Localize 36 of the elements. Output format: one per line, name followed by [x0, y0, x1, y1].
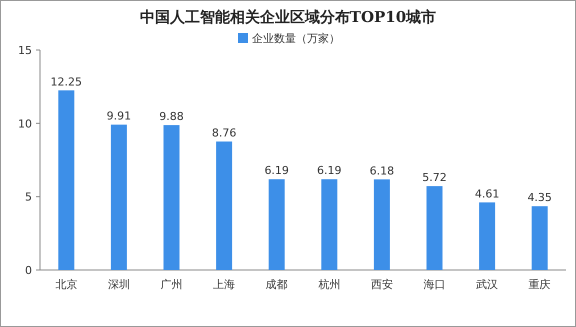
x-tick-label: 杭州 — [317, 278, 340, 291]
bar — [58, 90, 74, 270]
y-tick-label: 0 — [25, 264, 32, 277]
x-tick-label: 重庆 — [528, 278, 551, 291]
bar — [110, 124, 127, 270]
x-tick-label: 武汉 — [476, 278, 498, 291]
bar — [216, 142, 232, 270]
x-tick-label: 海口 — [424, 278, 446, 291]
data-label: 5.72 — [422, 171, 447, 184]
data-label: 9.91 — [106, 110, 132, 123]
x-tick-label: 上海 — [213, 278, 236, 291]
bar — [374, 179, 390, 270]
y-tick-label: 5 — [25, 190, 32, 204]
data-label: 6.19 — [264, 164, 289, 178]
data-label: 6.19 — [317, 164, 342, 178]
x-tick-label: 成都 — [266, 278, 288, 291]
x-tick-label: 西安 — [370, 278, 393, 291]
chart-title: 中国人工智能相关企业区域分布TOP10城市 — [140, 8, 436, 26]
x-tick-label: 北京 — [55, 278, 78, 291]
bar — [426, 186, 442, 270]
data-label: 4.35 — [527, 191, 552, 204]
x-tick-label: 广州 — [160, 278, 182, 291]
legend-label: 企业数量（万家） — [252, 32, 340, 45]
bar — [532, 206, 548, 270]
data-label: 12.25 — [50, 75, 82, 88]
bar — [479, 202, 496, 270]
bar — [321, 179, 338, 270]
data-label: 4.61 — [474, 187, 500, 200]
y-tick-label: 15 — [18, 44, 32, 57]
x-tick-label: 深圳 — [108, 278, 130, 291]
bar — [268, 179, 285, 270]
data-label: 9.88 — [159, 110, 184, 124]
data-label: 6.18 — [370, 164, 394, 178]
data-label: 8.76 — [212, 126, 236, 140]
bar — [164, 125, 180, 270]
y-tick-label: 10 — [18, 117, 32, 130]
